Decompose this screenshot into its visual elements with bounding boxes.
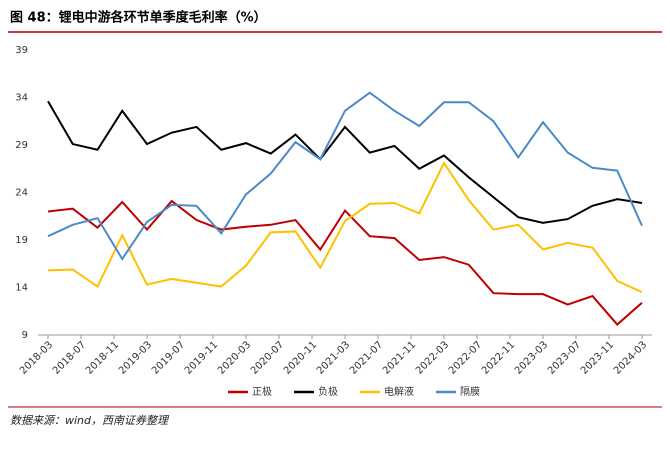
x-tick-label: 2020-03 bbox=[216, 339, 253, 376]
x-tick-label: 2024-03 bbox=[612, 339, 649, 376]
x-tick-label: 2019-07 bbox=[150, 339, 187, 376]
legend-label: 负极 bbox=[318, 385, 338, 398]
y-tick-label: 24 bbox=[15, 188, 28, 199]
y-tick-label: 19 bbox=[15, 235, 28, 246]
x-tick-label: 2018-03 bbox=[18, 339, 55, 376]
y-tick-label: 29 bbox=[15, 140, 28, 151]
x-tick-label: 2023-11 bbox=[579, 339, 616, 376]
series-line bbox=[47, 199, 643, 326]
x-tick-label: 2023-03 bbox=[513, 339, 550, 376]
x-tick-label: 2019-03 bbox=[117, 339, 154, 376]
x-tick-label: 2022-03 bbox=[414, 339, 451, 376]
chart-title: 图 48：锂电中游各环节单季度毛利率（%） bbox=[10, 10, 267, 26]
x-tick-label: 2021-07 bbox=[348, 339, 385, 376]
x-tick-label: 2022-11 bbox=[480, 339, 517, 376]
x-tick-label: 2019-11 bbox=[183, 339, 220, 376]
x-tick-label: 2021-03 bbox=[315, 339, 352, 376]
y-tick-label: 34 bbox=[15, 93, 28, 104]
y-tick-label: 39 bbox=[15, 45, 28, 56]
y-tick-label: 9 bbox=[22, 330, 28, 341]
x-tick-label: 2023-07 bbox=[546, 339, 583, 376]
y-tick-label: 14 bbox=[15, 283, 28, 294]
legend-label: 电解液 bbox=[384, 385, 414, 398]
x-tick-label: 2018-11 bbox=[84, 339, 121, 376]
legend-label: 正极 bbox=[252, 385, 272, 398]
x-tick-label: 2020-11 bbox=[282, 339, 319, 376]
x-tick-label: 2020-07 bbox=[249, 339, 286, 376]
series-line bbox=[47, 161, 643, 294]
x-tick-label: 2021-11 bbox=[381, 339, 418, 376]
source-note: 数据来源：wind，西南证券整理 bbox=[10, 414, 170, 427]
x-tick-label: 2018-07 bbox=[51, 339, 88, 376]
series-line bbox=[47, 91, 643, 261]
legend-label: 隔膜 bbox=[460, 386, 480, 398]
x-tick-label: 2022-07 bbox=[447, 339, 484, 376]
series-line bbox=[47, 100, 643, 224]
